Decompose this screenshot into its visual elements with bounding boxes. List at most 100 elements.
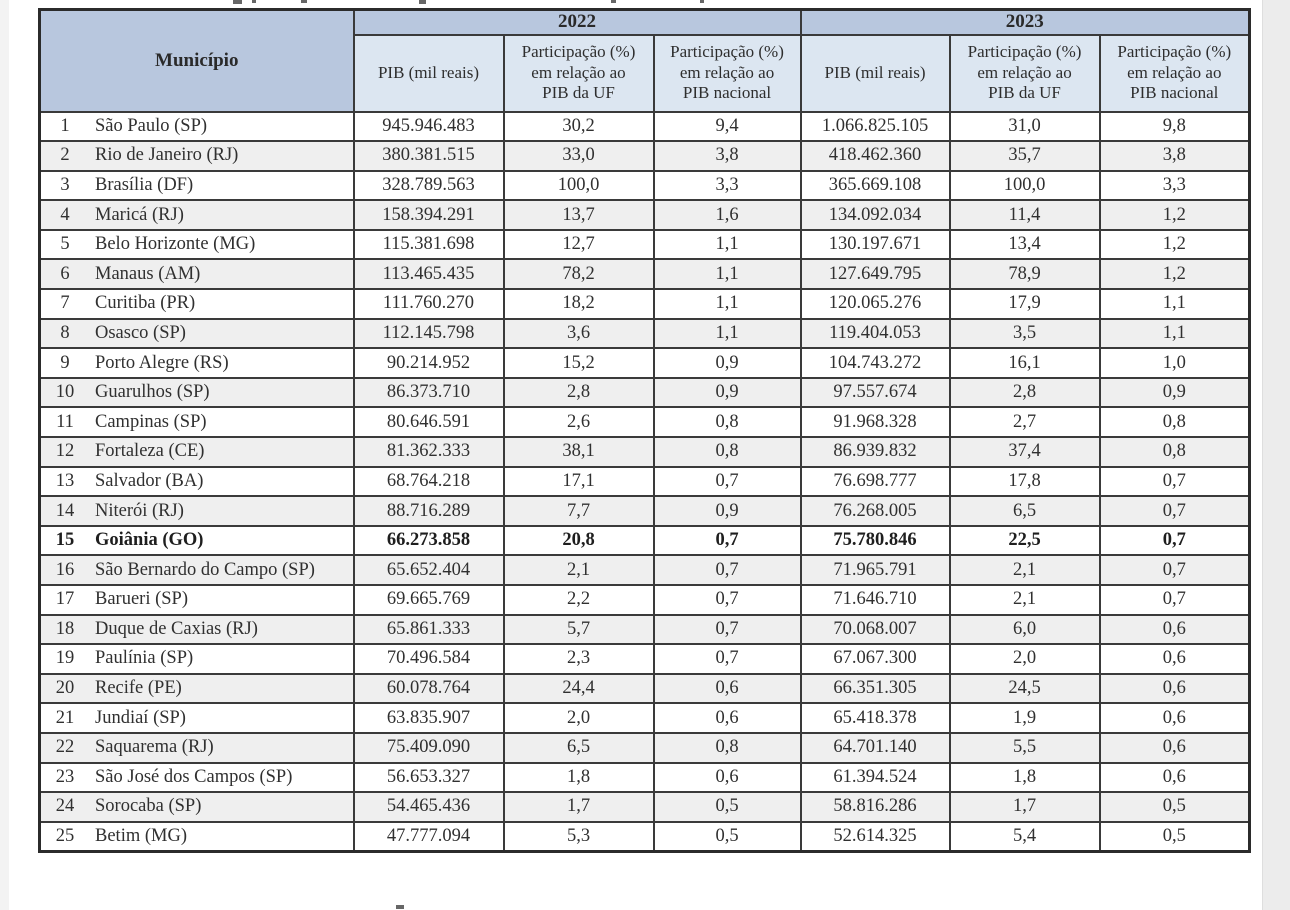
municipality-cell: 13 Salvador (BA) xyxy=(38,465,355,498)
rank-number: 16 xyxy=(55,559,75,580)
municipality-cell: 14 Niterói (RJ) xyxy=(38,495,355,527)
municipality-name: Barueri (SP) xyxy=(95,589,188,610)
part-nacional-2023-cell: 1,0 xyxy=(1098,347,1251,379)
part-uf-2023-cell: 1,7 xyxy=(948,791,1101,823)
municipality-cell: 17 Barueri (SP) xyxy=(38,584,355,616)
rank-number: 17 xyxy=(55,589,75,610)
pib-2023-cell: 86.939.832 xyxy=(799,436,951,468)
cropped-caption-fragment xyxy=(301,0,307,3)
pib-2022-cell: 60.078.764 xyxy=(352,672,505,705)
part-nacional-2023-cell: 0,5 xyxy=(1098,791,1251,823)
pib-2022-cell: 54.465.436 xyxy=(352,791,505,823)
part-nacional-2023-cell: 0,7 xyxy=(1098,495,1251,527)
table-row: 16 São Bernardo do Campo (SP) 65.652.404 2,… xyxy=(38,554,1251,586)
municipality-name: Sorocaba (SP) xyxy=(95,796,202,817)
rank-number: 23 xyxy=(55,766,75,787)
municipality-cell: 11 Campinas (SP) xyxy=(38,406,355,439)
table-row: 5 Belo Horizonte (MG) 115.381.698 12,7 1,1 13… xyxy=(38,228,1251,261)
municipality-cell: 8 Osasco (SP) xyxy=(38,317,355,350)
pib-2022-cell: 113.465.435 xyxy=(352,258,505,291)
pib-2022-cell: 86.373.710 xyxy=(352,376,505,409)
part-uf-2022-cell: 100,0 xyxy=(502,169,655,202)
rank-number: 21 xyxy=(55,707,75,728)
pib-2022-cell: 111.760.270 xyxy=(352,288,505,320)
part-uf-2023-cell: 22,5 xyxy=(948,524,1101,557)
part-uf-2023-cell: 2,0 xyxy=(948,643,1101,675)
part-nacional-2022-cell: 0,6 xyxy=(652,702,802,734)
cropped-caption-fragment xyxy=(252,0,256,3)
municipality-cell: 16 São Bernardo do Campo (SP) xyxy=(38,554,355,586)
rank-number: 25 xyxy=(55,825,75,846)
part-uf-2022-cell: 1,8 xyxy=(502,761,655,794)
part-uf-2022-cell: 3,6 xyxy=(502,317,655,350)
pib-2023-cell: 365.669.108 xyxy=(799,169,951,202)
rank-number: 3 xyxy=(60,174,70,195)
pib-2022-cell: 88.716.289 xyxy=(352,495,505,527)
pib-2023-cell: 130.197.671 xyxy=(799,228,951,261)
pib-2022-cell: 945.946.483 xyxy=(352,110,505,143)
municipality-cell: 10 Guarulhos (SP) xyxy=(38,376,355,409)
municipality-name: Rio de Janeiro (RJ) xyxy=(95,145,239,166)
pib-2022-cell: 65.861.333 xyxy=(352,613,505,646)
part-nacional-2023-cell: 0,5 xyxy=(1098,820,1251,853)
rank-number: 7 xyxy=(60,293,70,314)
table-row: 14 Niterói (RJ) 88.716.289 7,7 0,9 76.268.005… xyxy=(38,495,1251,527)
part-nacional-2023-cell: 0,7 xyxy=(1098,524,1251,557)
part-nacional-2022-cell: 0,9 xyxy=(652,376,802,409)
part-nacional-2022-cell: 0,7 xyxy=(652,524,802,557)
pib-2023-cell: 70.068.007 xyxy=(799,613,951,646)
municipality-name: São Bernardo do Campo (SP) xyxy=(95,559,315,580)
part-uf-2023-cell: 78,9 xyxy=(948,258,1101,291)
municipality-cell: 22 Saquarema (RJ) xyxy=(38,731,355,764)
part-uf-2023-cell: 1,8 xyxy=(948,761,1101,794)
part-uf-2022-cell: 2,0 xyxy=(502,702,655,734)
municipality-name: Manaus (AM) xyxy=(95,263,201,284)
pib-2023-cell: 58.816.286 xyxy=(799,791,951,823)
rank-number: 18 xyxy=(55,618,75,639)
part-uf-2022-cell: 2,3 xyxy=(502,643,655,675)
part-nacional-2022-cell: 0,7 xyxy=(652,613,802,646)
table-row: 1 São Paulo (SP) 945.946.483 30,2 9,4 1.066.8… xyxy=(38,110,1251,143)
municipality-cell: 5 Belo Horizonte (MG) xyxy=(38,228,355,261)
part-uf-2023-cell: 6,0 xyxy=(948,613,1101,646)
municipality-cell: 18 Duque de Caxias (RJ) xyxy=(38,613,355,646)
pib-ranking-table: Município 2022 2023 PIB (mil reais) Part… xyxy=(38,8,1252,853)
part-nacional-2023-cell: 3,8 xyxy=(1098,140,1251,172)
sub-header-row: PIB (mil reais) Participação (%) em rela… xyxy=(40,33,1251,113)
part-uf-2023-cell: 5,5 xyxy=(948,731,1101,764)
pib-2023-cell: 64.701.140 xyxy=(799,731,951,764)
header-part-nacional-2022: Participação (%) em relação ao PIB nacio… xyxy=(652,33,802,113)
pib-2023-cell: 1.066.825.105 xyxy=(799,110,951,143)
municipality-cell: 25 Betim (MG) xyxy=(38,820,355,853)
municipality-cell: 12 Fortaleza (CE) xyxy=(38,436,355,468)
header-pib-2023: PIB (mil reais) xyxy=(799,33,951,113)
rank-number: 20 xyxy=(55,678,75,699)
table-row: 22 Saquarema (RJ) 75.409.090 6,5 0,8 64.701.1… xyxy=(38,731,1251,764)
municipality-name: Salvador (BA) xyxy=(95,470,204,491)
pib-2023-cell: 65.418.378 xyxy=(799,702,951,734)
rank-number: 6 xyxy=(60,263,70,284)
rank-number: 1 xyxy=(60,115,70,136)
pib-2022-cell: 75.409.090 xyxy=(352,731,505,764)
part-uf-2023-cell: 5,4 xyxy=(948,820,1101,853)
table-row: 7 Curitiba (PR) 111.760.270 18,2 1,1 120.065.… xyxy=(38,288,1251,320)
part-nacional-2023-cell: 1,2 xyxy=(1098,228,1251,261)
table-row: 19 Paulínia (SP) 70.496.584 2,3 0,7 67.067.30… xyxy=(38,643,1251,675)
municipality-cell: 9 Porto Alegre (RS) xyxy=(38,347,355,379)
table-row: 25 Betim (MG) 47.777.094 5,3 0,5 52.614.325 5,… xyxy=(38,820,1251,853)
part-uf-2022-cell: 30,2 xyxy=(502,110,655,143)
part-uf-2022-cell: 2,1 xyxy=(502,554,655,586)
municipality-name: Osasco (SP) xyxy=(95,322,186,343)
municipality-name: Campinas (SP) xyxy=(95,411,207,432)
part-uf-2023-cell: 13,4 xyxy=(948,228,1101,261)
table-row: 11 Campinas (SP) 80.646.591 2,6 0,8 91.968.32… xyxy=(38,406,1251,439)
part-uf-2023-cell: 24,5 xyxy=(948,672,1101,705)
municipality-cell: 6 Manaus (AM) xyxy=(38,258,355,291)
rank-number: 19 xyxy=(55,648,75,669)
part-nacional-2022-cell: 0,5 xyxy=(652,791,802,823)
part-nacional-2022-cell: 1,1 xyxy=(652,258,802,291)
pib-2023-cell: 75.780.846 xyxy=(799,524,951,557)
part-uf-2023-cell: 2,7 xyxy=(948,406,1101,439)
part-uf-2022-cell: 17,1 xyxy=(502,465,655,498)
table-row: 13 Salvador (BA) 68.764.218 17,1 0,7 76.698.7… xyxy=(38,465,1251,498)
